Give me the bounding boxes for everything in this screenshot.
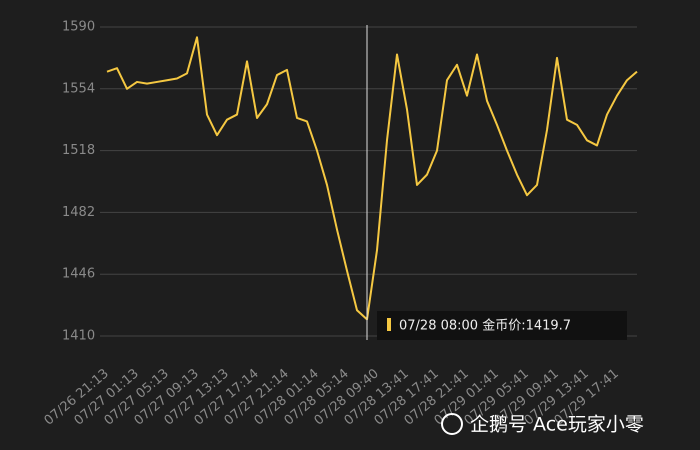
tooltip-box [377, 311, 627, 340]
line-series [106, 36, 638, 321]
y-tick-label: 1590 [62, 20, 95, 35]
watermark-icon [441, 413, 463, 435]
tooltip-swatch [387, 318, 391, 331]
watermark: 企鹅号 Ace玩家小零 [470, 414, 644, 436]
y-tick-label: 1554 [62, 81, 95, 96]
y-tick-label: 1518 [62, 143, 95, 158]
y-tick-label: 1410 [62, 329, 95, 344]
tooltip-text: 07/28 08:00 金币价:1419.7 [399, 318, 571, 334]
y-tick-label: 1482 [62, 205, 95, 220]
y-tick-label: 1446 [62, 267, 95, 282]
